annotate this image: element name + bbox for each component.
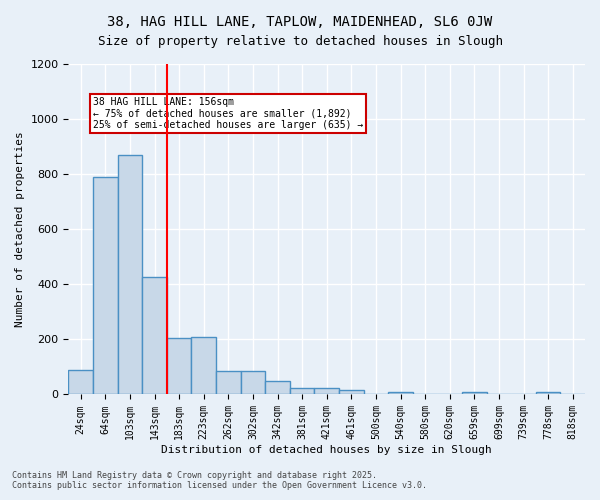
Bar xyxy=(388,392,413,394)
Bar xyxy=(536,392,560,394)
Bar xyxy=(142,278,167,394)
Text: 38 HAG HILL LANE: 156sqm
← 75% of detached houses are smaller (1,892)
25% of sem: 38 HAG HILL LANE: 156sqm ← 75% of detach… xyxy=(93,97,363,130)
Y-axis label: Number of detached properties: Number of detached properties xyxy=(15,132,25,327)
Bar xyxy=(462,392,487,394)
Bar xyxy=(68,370,93,394)
X-axis label: Distribution of detached houses by size in Slough: Distribution of detached houses by size … xyxy=(161,445,492,455)
Bar xyxy=(216,371,241,394)
Bar xyxy=(290,388,314,394)
Bar xyxy=(191,336,216,394)
Bar xyxy=(241,371,265,394)
Text: 38, HAG HILL LANE, TAPLOW, MAIDENHEAD, SL6 0JW: 38, HAG HILL LANE, TAPLOW, MAIDENHEAD, S… xyxy=(107,15,493,29)
Text: Size of property relative to detached houses in Slough: Size of property relative to detached ho… xyxy=(97,35,503,48)
Bar xyxy=(265,380,290,394)
Bar xyxy=(339,390,364,394)
Bar xyxy=(167,338,191,394)
Bar xyxy=(93,177,118,394)
Bar xyxy=(314,388,339,394)
Bar xyxy=(118,155,142,394)
Text: Contains HM Land Registry data © Crown copyright and database right 2025.
Contai: Contains HM Land Registry data © Crown c… xyxy=(12,470,427,490)
